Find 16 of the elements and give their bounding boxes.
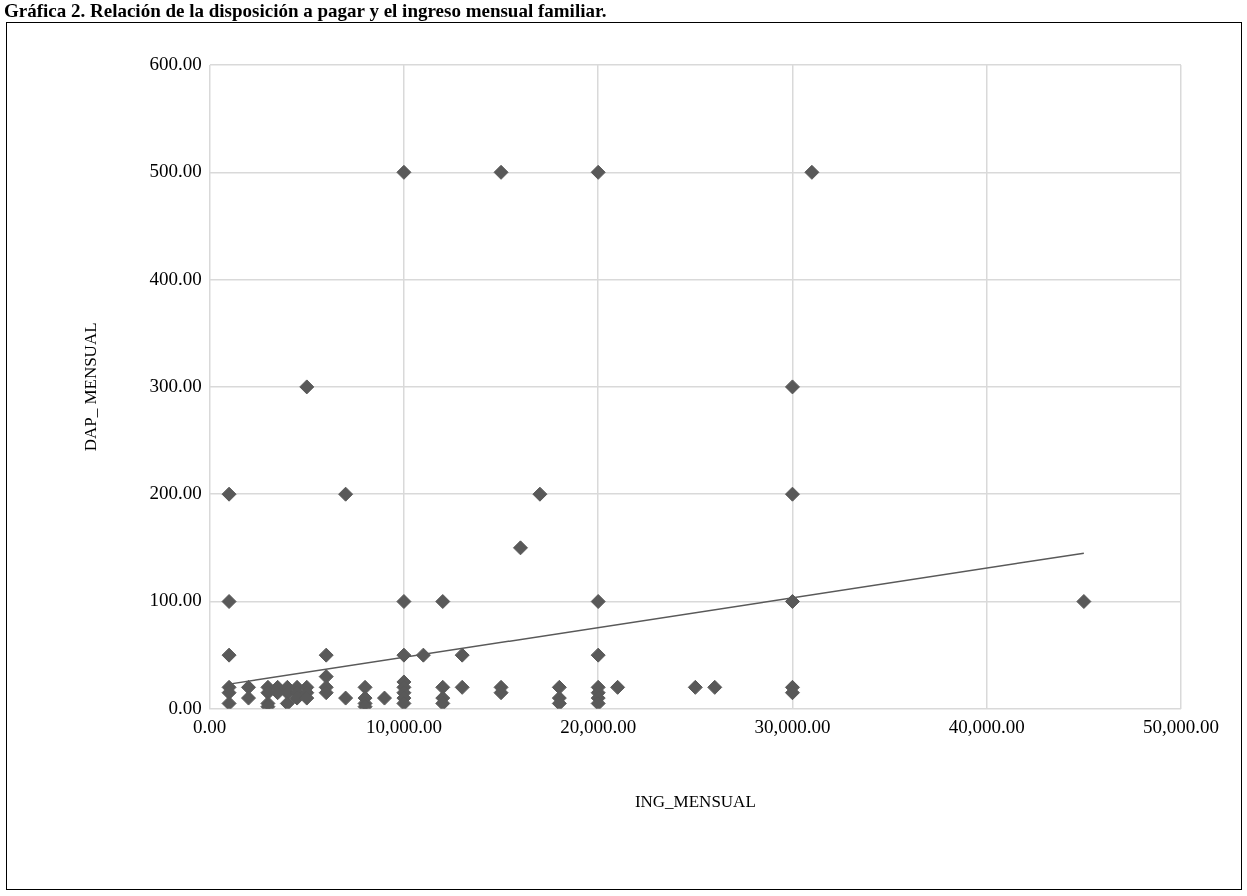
y-tick-label: 600.00 [149,52,202,74]
x-tick-label: 50,000.00 [1143,716,1219,738]
x-tick-label: 20,000.00 [560,716,637,738]
y-tick-label: 200.00 [149,482,202,504]
y-tick-label: 0.00 [168,696,202,718]
y-axis-title: DAP_ MENSUAL [80,322,100,452]
x-axis-title: ING_MENSUAL [634,792,756,812]
x-tick-label: 0.00 [193,716,227,738]
y-tick-label: 500.00 [149,160,202,182]
chart-title: Gráfica 2. Relación de la disposición a pagar y el ingreso mensual familiar. [4,0,607,22]
y-tick-label: 300.00 [149,374,202,396]
y-tick-label: 400.00 [149,267,202,289]
y-tick-label: 100.00 [149,589,202,611]
x-tick-label: 40,000.00 [948,716,1025,738]
x-tick-label: 10,000.00 [365,716,442,738]
x-tick-label: 30,000.00 [754,716,831,738]
